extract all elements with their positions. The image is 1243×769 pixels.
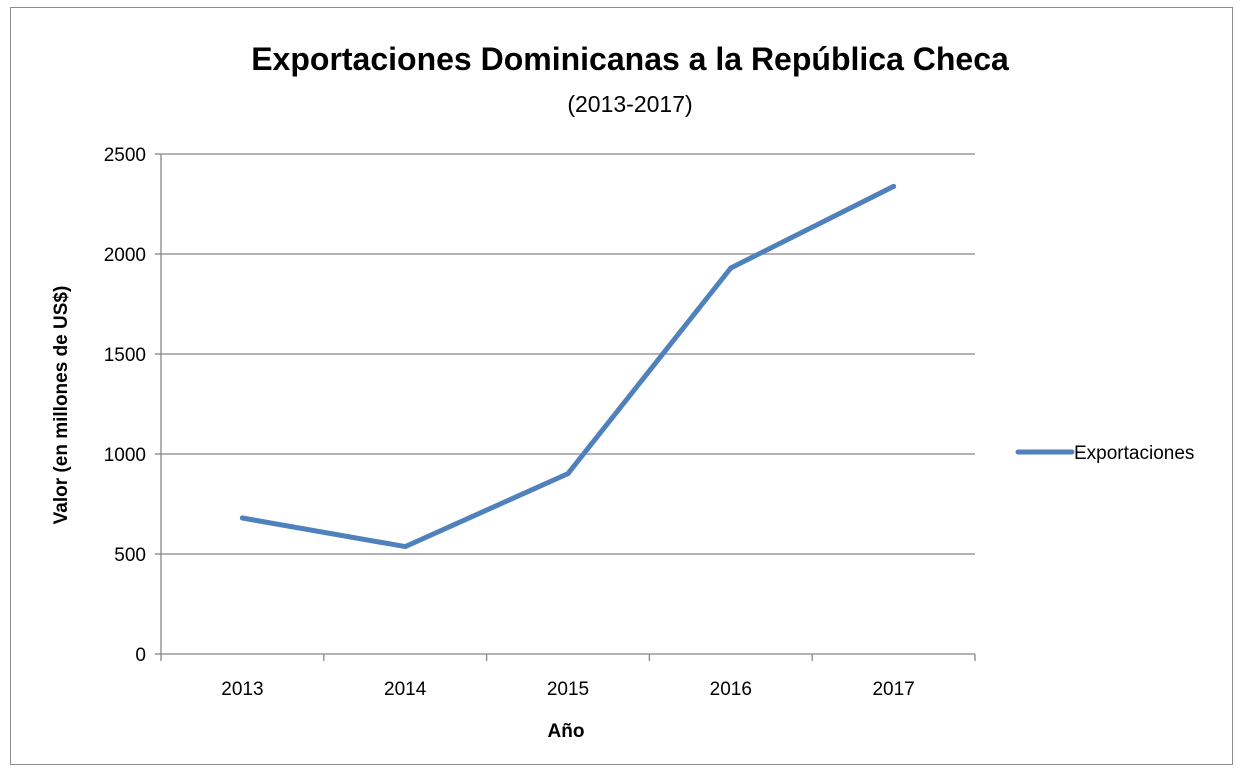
chart-subtitle: (2013-2017)	[567, 91, 692, 117]
x-tick-label: 2015	[547, 679, 589, 700]
x-tick-label: 2016	[710, 679, 752, 700]
series-line-exportaciones	[239, 183, 897, 550]
legend: Exportaciones	[1015, 443, 1194, 464]
y-tick-label: 0	[135, 645, 146, 666]
legend-label-exportaciones: Exportaciones	[1074, 443, 1194, 464]
x-tick-label: 2014	[384, 679, 427, 700]
x-tick-label: 2013	[221, 679, 263, 700]
x-tick-labels: 2013 2014 2015 2016 2017	[221, 679, 914, 700]
y-tick-labels: 0 500 1000 1500 2000 2500	[104, 145, 146, 666]
y-tick-label: 1000	[104, 445, 146, 466]
chart-title: Exportaciones Dominicanas a la República…	[251, 41, 1009, 77]
series-lines	[239, 183, 897, 550]
y-axis-title: Valor (en millones de US$)	[51, 286, 72, 525]
chart-frame	[10, 7, 1233, 765]
data-point	[239, 515, 245, 521]
gridlines	[161, 153, 975, 555]
data-point	[891, 183, 897, 189]
y-tick-label: 2500	[104, 145, 146, 166]
y-tick-label: 2000	[104, 245, 146, 266]
x-axis-title: Año	[548, 721, 585, 742]
data-point	[728, 265, 734, 271]
data-point	[565, 471, 571, 477]
y-tick-label: 1500	[104, 345, 146, 366]
y-tick-label: 500	[114, 545, 146, 566]
data-point	[402, 544, 408, 550]
axes	[155, 153, 976, 661]
x-tick-label: 2017	[872, 679, 914, 700]
